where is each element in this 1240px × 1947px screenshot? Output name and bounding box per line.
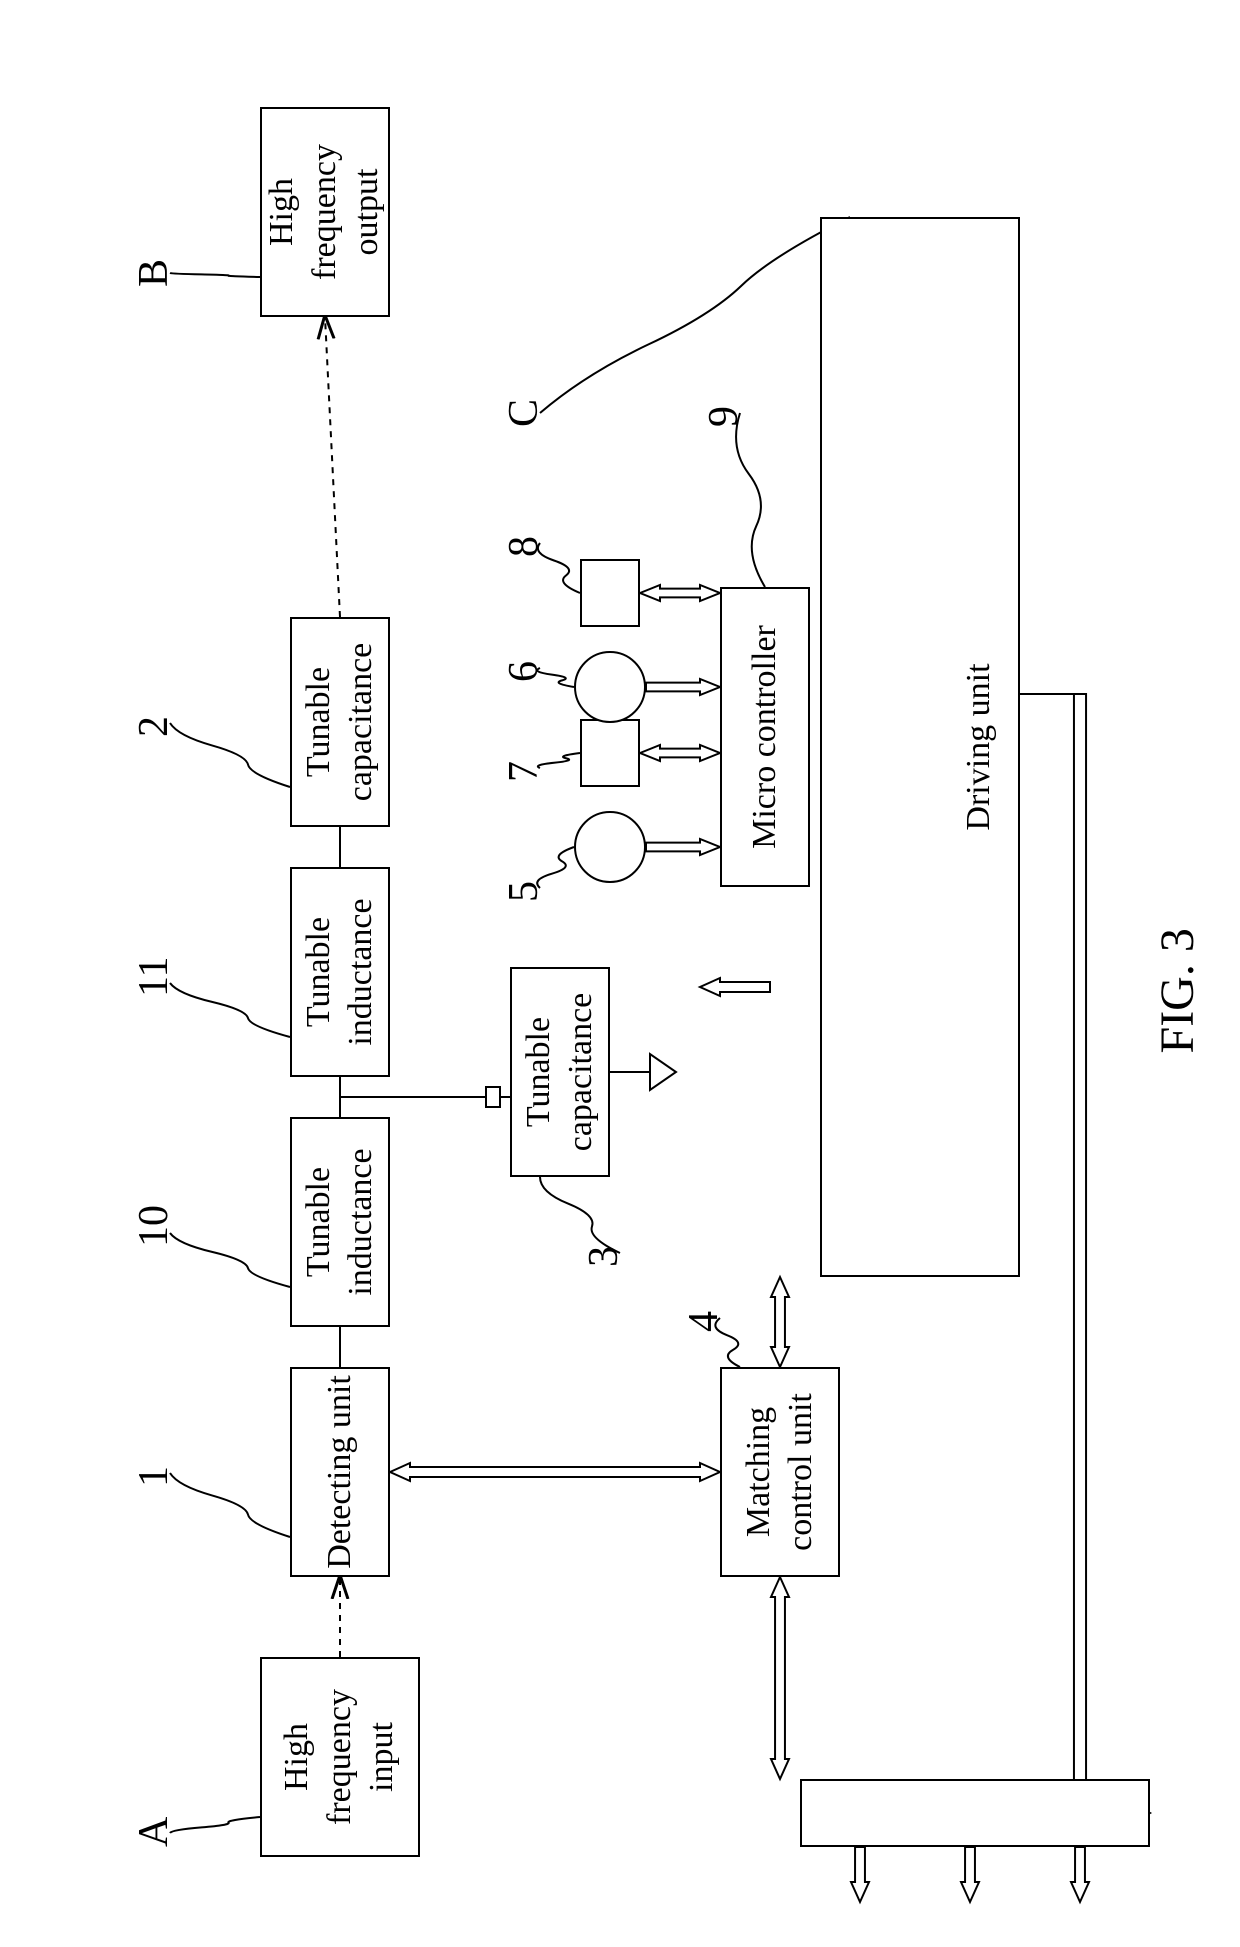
block-hf_input: High frequency input xyxy=(260,1657,420,1857)
block-driving: Driving unit xyxy=(820,217,1020,1277)
reflabel-4: 4 xyxy=(680,1311,728,1332)
circle-c5 xyxy=(574,811,646,883)
block-matching: Matching control unit xyxy=(720,1367,840,1577)
block-ind1: Tunable inductance xyxy=(290,1117,390,1327)
reflabel-1: 1 xyxy=(130,1466,178,1487)
block-small7 xyxy=(580,719,640,787)
block-small8 xyxy=(580,559,640,627)
figure-label: FIG. 3 xyxy=(1150,928,1205,1053)
block-hf_output: High frequency output xyxy=(260,107,390,317)
reflabel-3: 3 xyxy=(580,1246,628,1267)
block-cap2: Tunable capacitance xyxy=(290,617,390,827)
block-detecting: Detecting unit xyxy=(290,1367,390,1577)
reflabel-5: 5 xyxy=(500,881,548,902)
block-ind2: Tunable inductance xyxy=(290,867,390,1077)
reflabel-8: 8 xyxy=(500,536,548,557)
reflabel-6: 6 xyxy=(500,661,548,682)
circle-c6 xyxy=(574,651,646,723)
block-sidebox xyxy=(800,1779,1150,1847)
reflabel-9: 9 xyxy=(700,406,748,427)
reflabel-11: 11 xyxy=(130,957,178,997)
reflabel-7: 7 xyxy=(500,761,548,782)
reflabel-C: C xyxy=(500,399,548,427)
reflabel-10: 10 xyxy=(130,1205,178,1247)
reflabel-A: A xyxy=(130,1817,178,1847)
reflabel-2: 2 xyxy=(130,716,178,737)
reflabel-B: B xyxy=(130,259,178,287)
block-micro: Micro controller xyxy=(720,587,810,887)
block-cap3: Tunable capacitance xyxy=(510,967,610,1177)
